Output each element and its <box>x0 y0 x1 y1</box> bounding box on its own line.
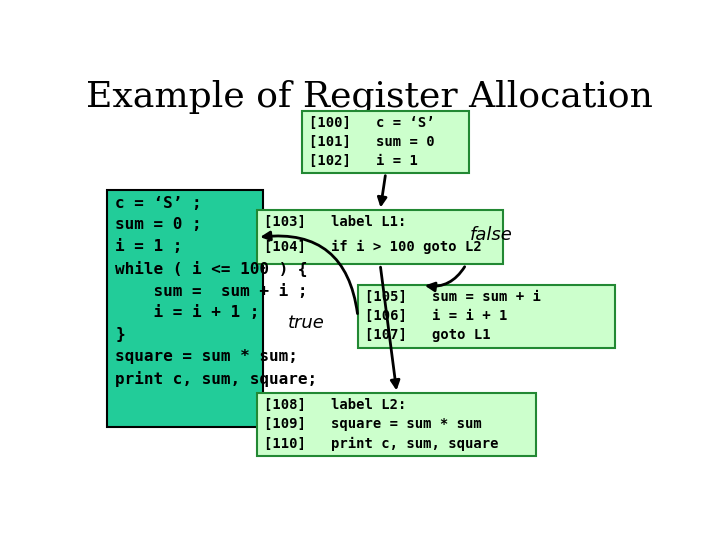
Bar <box>258 393 536 456</box>
Text: [105]   sum = sum + i: [105] sum = sum + i <box>364 290 541 304</box>
Bar <box>302 111 469 173</box>
Text: [109]   square = sum * sum: [109] square = sum * sum <box>264 417 482 431</box>
Text: [103]   label L1:: [103] label L1: <box>264 215 407 230</box>
Text: false: false <box>469 226 513 244</box>
Bar <box>358 285 615 348</box>
Text: [104]   if i > 100 goto L2: [104] if i > 100 goto L2 <box>264 240 482 254</box>
Bar <box>107 190 263 427</box>
Text: true: true <box>287 314 324 332</box>
Text: [106]   i = i + 1: [106] i = i + 1 <box>364 309 507 323</box>
Text: [108]   label L2:: [108] label L2: <box>264 399 407 412</box>
Text: c = ‘S’ ;
sum = 0 ;
i = 1 ;
while ( i <= 100 ) {
    sum =  sum + i ;
    i = i : c = ‘S’ ; sum = 0 ; i = 1 ; while ( i <=… <box>115 196 318 387</box>
Text: [100]   c = ‘S’: [100] c = ‘S’ <box>309 116 434 130</box>
Bar <box>258 211 503 265</box>
Text: [107]   goto L1: [107] goto L1 <box>364 328 490 342</box>
Text: [101]   sum = 0: [101] sum = 0 <box>309 134 434 149</box>
Text: [102]   i = 1: [102] i = 1 <box>309 154 418 168</box>
Text: [110]   print c, sum, square: [110] print c, sum, square <box>264 436 498 451</box>
Text: Example of Register Allocation: Example of Register Allocation <box>86 79 652 114</box>
